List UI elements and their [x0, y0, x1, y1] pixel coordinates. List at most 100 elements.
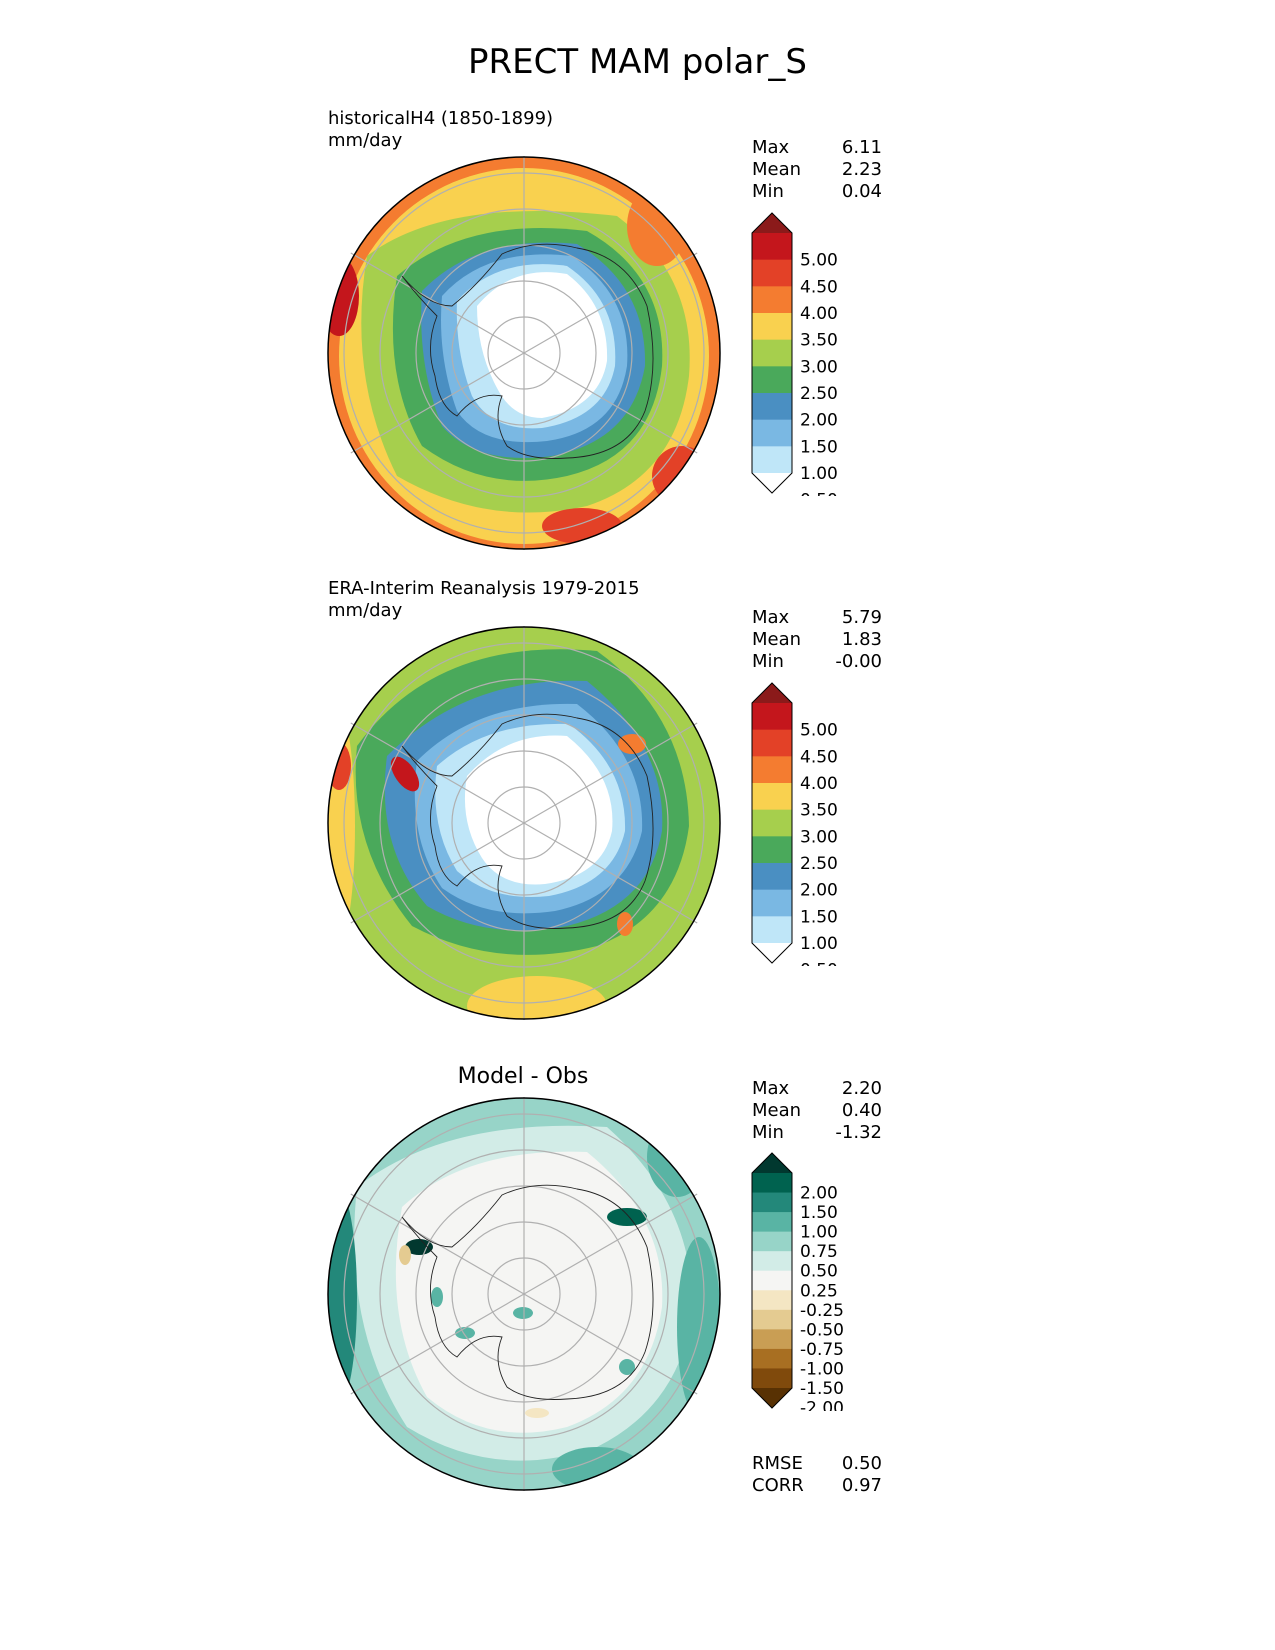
panel-ref-stats: Max 5.79 Mean 1.83 Min -0.00: [752, 607, 882, 673]
map-test: [327, 156, 721, 550]
colorbar-tick-label: 0.50: [800, 491, 838, 496]
colorbar-segment: [752, 233, 792, 261]
colorbar-tick-label: -1.00: [800, 1359, 844, 1379]
field-max-blob-peninsula: [405, 1239, 433, 1255]
colorbar-extend-min: [752, 1388, 792, 1408]
colorbar-extend-max: [752, 683, 792, 703]
colorbar-extend-max: [752, 213, 792, 233]
colorbar-segment: [752, 1348, 792, 1369]
meridian-line: [523, 1193, 698, 1295]
colorbar-svg: 2.001.501.000.750.500.25-0.25-0.50-0.75-…: [751, 1152, 844, 1419]
figure-title: PRECT MAM polar_S: [468, 42, 807, 82]
panel-ref-units: mm/day: [328, 600, 403, 621]
colorbar-tick-label: 0.25: [800, 1281, 838, 1301]
colorbar-segment: [752, 339, 792, 367]
colorbar-extend-min: [752, 473, 792, 493]
colorbar-tick-label: -2.00: [800, 1399, 844, 1411]
colorbar-tick-label: 1.00: [800, 934, 838, 954]
panel-diff-title: Model - Obs: [457, 1064, 589, 1089]
colorbar-outline: [751, 212, 793, 494]
colorbar-extend-min: [752, 943, 792, 963]
colorbar-segment: [752, 809, 792, 837]
colorbar-tick-label: 1.50: [800, 907, 838, 927]
field-blob-coast-1: [431, 1287, 443, 1307]
colorbar-segment: [752, 393, 792, 421]
colorbar-segment: [752, 1192, 792, 1213]
colorbar-tick-label: 5.00: [800, 721, 838, 741]
field-blob-southeast: [617, 912, 633, 936]
panel-ref-title-block: ERA-Interim Reanalysis 1979-2015 mm/day: [328, 578, 640, 622]
field-blob-south: [467, 976, 607, 1019]
map-ref: [327, 626, 721, 1020]
colorbar-segment: [752, 1212, 792, 1233]
graticule: [343, 156, 705, 550]
field-max-blob-peninsula: [390, 756, 420, 792]
colorbar-tick-label: 2.00: [800, 1184, 838, 1204]
colorbar-segment: [752, 836, 792, 864]
stat-min-row: Min -1.32: [752, 1122, 882, 1143]
field-blob-northeast: [627, 186, 687, 266]
colorbar-tick-label: 0.75: [800, 1242, 838, 1262]
colorbar-segment: [752, 446, 792, 474]
meridian-line: [523, 352, 698, 454]
colorbar-segment: [752, 703, 792, 731]
colorbar-segment: [752, 916, 792, 944]
coastline-antarctica: [401, 1184, 654, 1400]
meridian-line: [523, 252, 698, 354]
colorbar-tick-label: -0.50: [800, 1320, 844, 1340]
colorbar-segment: [752, 1290, 792, 1311]
colorbar-segment: [752, 419, 792, 447]
map-border: [327, 626, 721, 1020]
meridian-line: [523, 1293, 698, 1395]
colorbar-tick-label: 3.50: [800, 801, 838, 821]
stat-min-row: Min 0.04: [752, 181, 882, 202]
field-neg-blob-south: [525, 1408, 549, 1418]
stat-min-row: Min -0.00: [752, 651, 882, 672]
colorbar-tick-label: -0.75: [800, 1340, 844, 1360]
colorbar-segment: [752, 1270, 792, 1291]
panel-test-units: mm/day: [328, 130, 403, 151]
colorbar-tick-label: 2.00: [800, 881, 838, 901]
colorbar-segment: [752, 1329, 792, 1350]
colorbar-tick-label: 1.50: [800, 437, 838, 457]
colorbar-tick-label: 3.50: [800, 331, 838, 351]
meridian-line: [523, 722, 698, 824]
colorbar-segment: [752, 783, 792, 811]
colorbar-tick-label: -1.50: [800, 1379, 844, 1399]
stat-corr-row: CORR 0.97: [752, 1475, 882, 1496]
meridian-line: [350, 1293, 525, 1395]
panel-diff-stats: Max 2.20 Mean 0.40 Min -1.32: [752, 1078, 882, 1144]
colorbar-segment: [752, 313, 792, 341]
colorbar-segment: [752, 889, 792, 917]
stat-mean-row: Mean 0.40: [752, 1100, 882, 1121]
colorbar-tick-label: 5.00: [800, 251, 838, 271]
field-blob-southeast: [652, 446, 712, 506]
colorbar-test: 5.00 4.50 4.00 3.50 3.00 2.50 2.00 1.50 1.00 0.50: [750, 212, 890, 511]
graticule: [343, 1097, 705, 1491]
colorbar-tick-label: 4.50: [800, 747, 838, 767]
colorbar-diff: 2.00 1.50 1.00 0.75 0.50 0.25 -0.25 -0.50 -0.75-…: [750, 1152, 890, 1419]
stat-mean-row: Mean 1.83: [752, 629, 882, 650]
stat-max-row: Max 2.20: [752, 1078, 882, 1099]
field-min-blob-west: [399, 1245, 411, 1265]
panel-ref-title: ERA-Interim Reanalysis 1979-2015: [328, 578, 640, 599]
colorbar-segment: [752, 1368, 792, 1389]
stat-mean-row: Mean 2.23: [752, 159, 882, 180]
colorbar-tick-label: 4.00: [800, 774, 838, 794]
meridian-line: [350, 352, 525, 454]
colorbar-tick-label: 4.50: [800, 277, 838, 297]
colorbar-segment: [752, 366, 792, 394]
colorbar-tick-label: -0.25: [800, 1301, 844, 1321]
colorbar-segment: [752, 286, 792, 314]
field-blob-coast-3: [513, 1307, 533, 1319]
colorbar-tick-label: 2.50: [800, 854, 838, 874]
meridian-line: [523, 822, 698, 924]
colorbar-segment: [752, 1231, 792, 1252]
stat-max-row: Max 6.11: [752, 137, 882, 158]
panel-diff-metrics: RMSE 0.50 CORR 0.97: [752, 1453, 882, 1497]
coastline-antarctica: [401, 243, 654, 459]
colorbar-tick-label: 3.00: [800, 827, 838, 847]
field-ring-neutral: [395, 1151, 663, 1433]
panel-test-title-block: historicalH4 (1850-1899) mm/day: [328, 108, 553, 152]
field-blob-east: [677, 1237, 720, 1417]
